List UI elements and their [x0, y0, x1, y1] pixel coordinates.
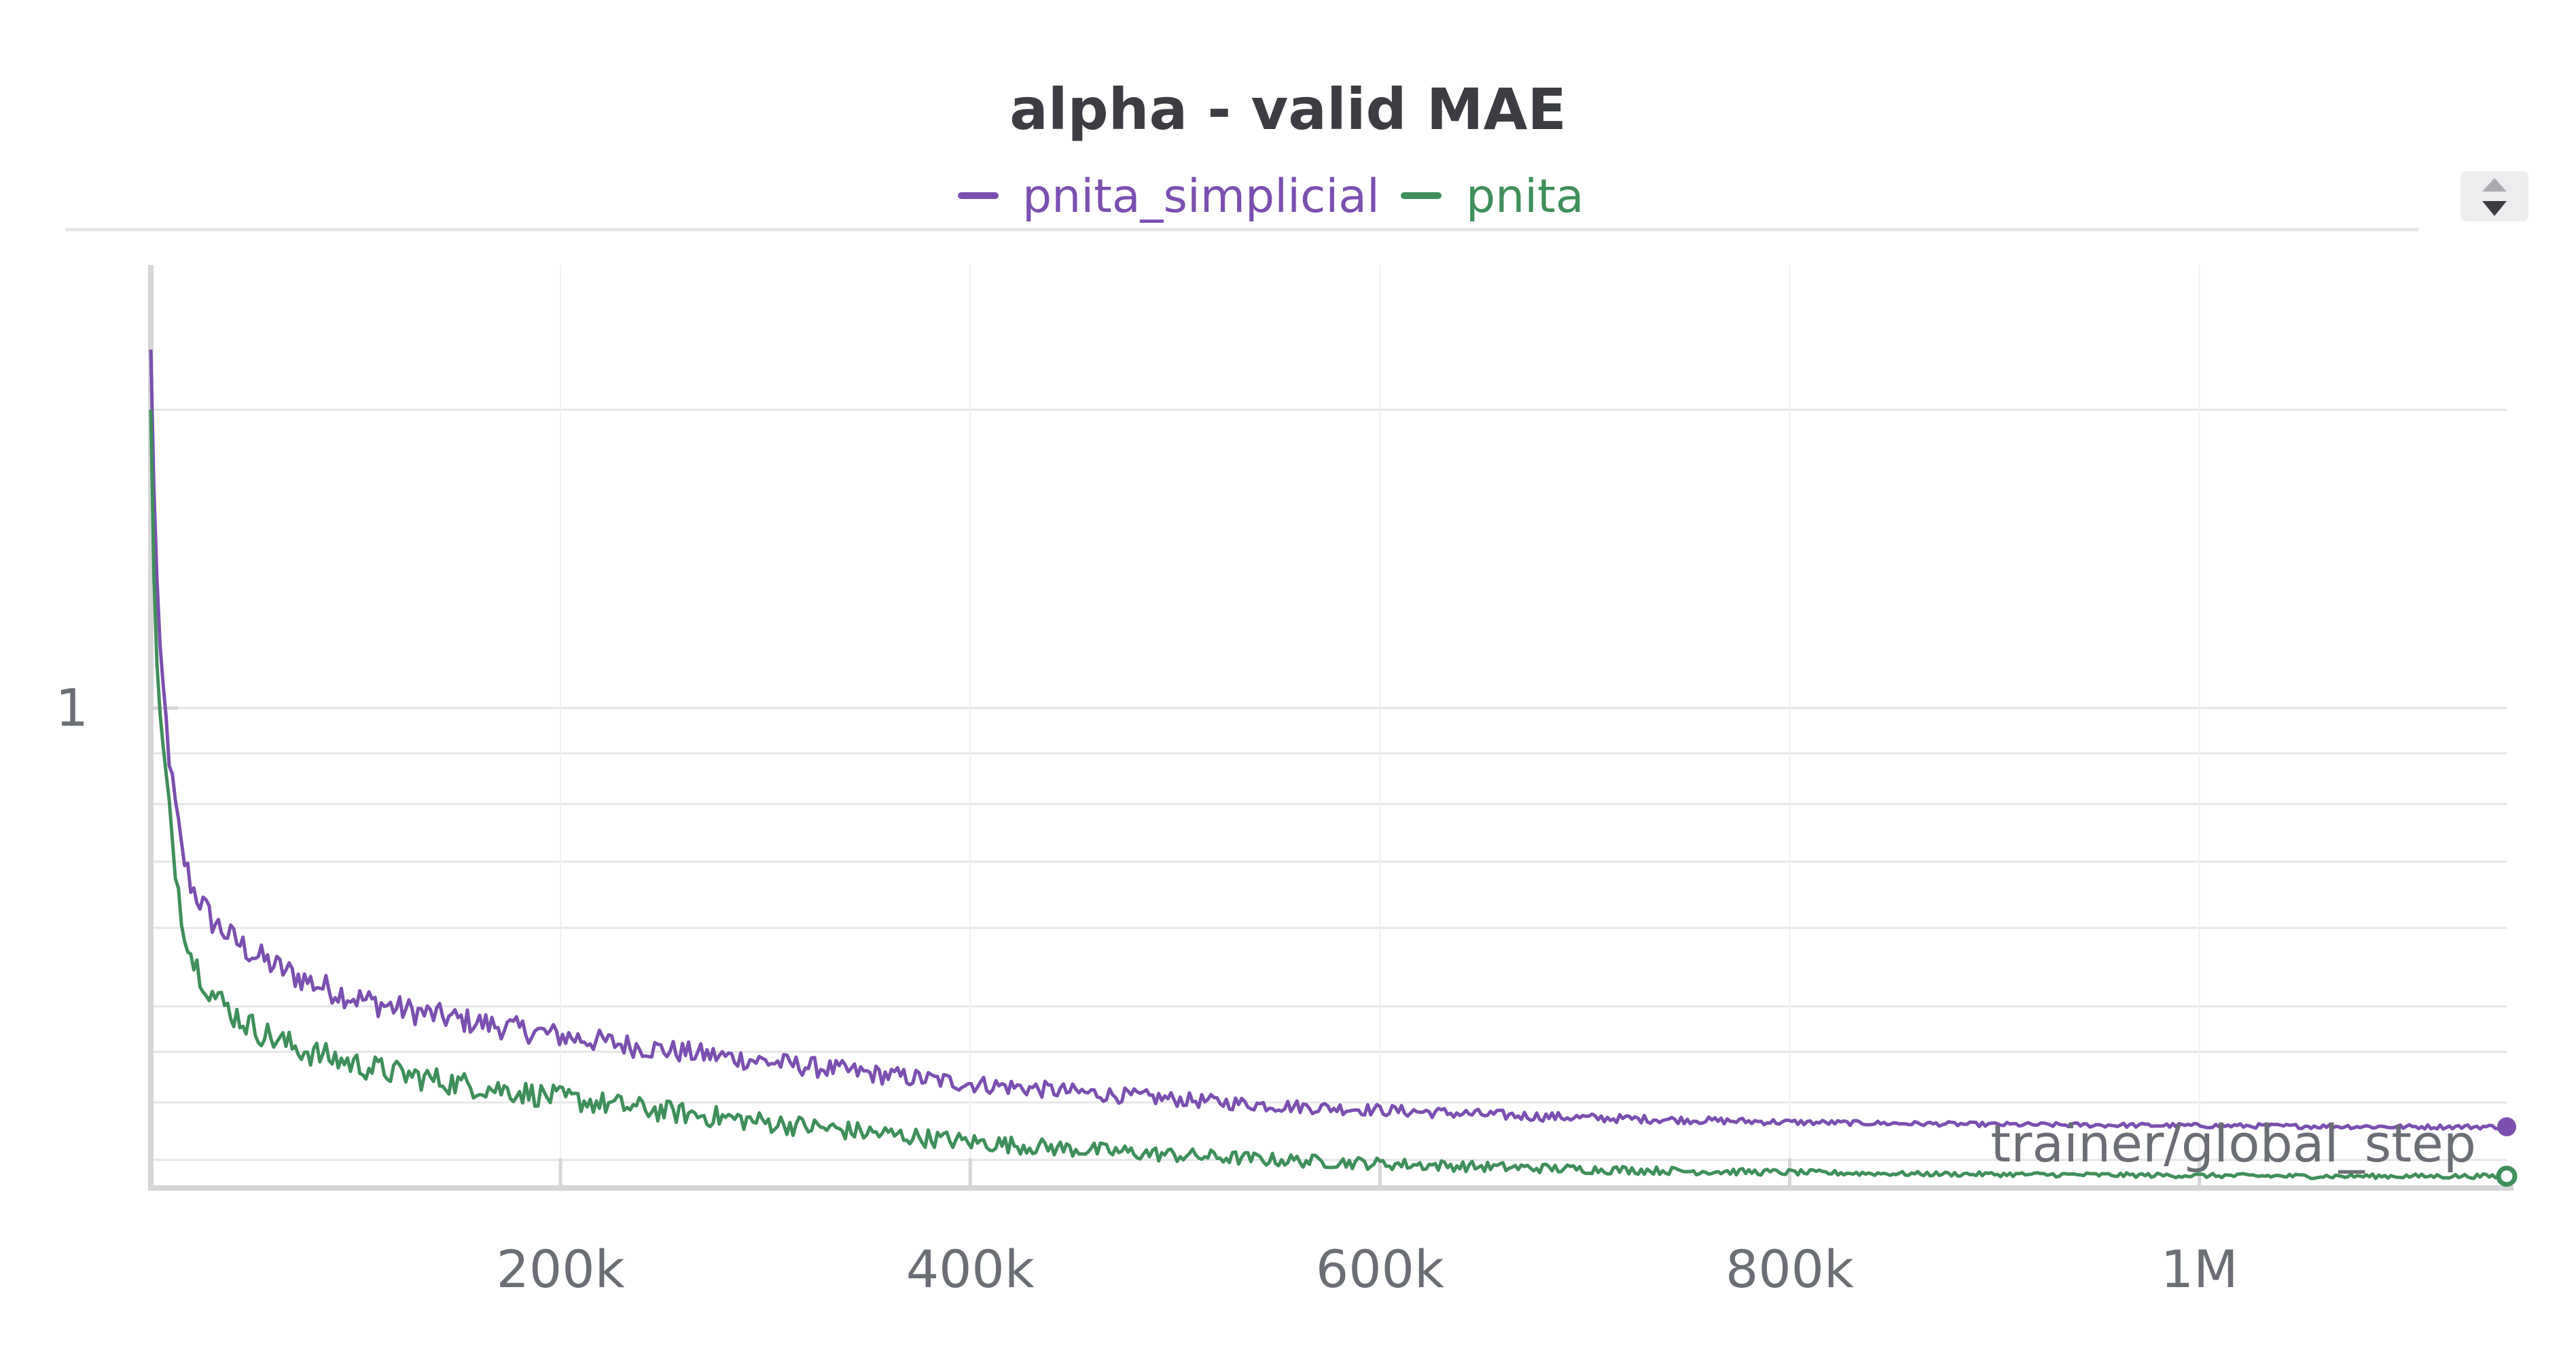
- legend-scroll-button[interactable]: [2461, 171, 2528, 221]
- tick-labels: 200k 400k 600k 800k 1M 1: [56, 677, 2238, 1299]
- x-tick-label: 200k: [497, 1239, 625, 1299]
- legend-swatch-pnita-simplicial: [958, 192, 999, 199]
- x-tick-label: 1M: [2161, 1239, 2238, 1299]
- series-lines: [149, 349, 2518, 1187]
- y-tick-label: 1: [56, 677, 88, 738]
- x-tick-label: 800k: [1725, 1239, 1854, 1299]
- x-tick-label: 600k: [1316, 1239, 1444, 1299]
- series-line-pnita-simplicial: [149, 349, 2506, 1131]
- grid-lines: [151, 265, 2507, 1185]
- series-end-marker-pnita-simplicial: [2497, 1117, 2516, 1136]
- x-axis-label: trainer/global_step: [1990, 1113, 2476, 1174]
- scroll-up-icon[interactable]: [2482, 178, 2507, 192]
- legend-scroll-control[interactable]: [2461, 171, 2528, 221]
- legend-label-pnita[interactable]: pnita: [1466, 170, 1584, 223]
- series-line-pnita: [149, 410, 2505, 1180]
- series-end-marker-pnita: [2496, 1166, 2518, 1187]
- x-tick-label: 400k: [906, 1239, 1035, 1299]
- scroll-down-icon[interactable]: [2482, 201, 2507, 216]
- legend-label-pnita-simplicial[interactable]: pnita_simplicial: [1022, 170, 1380, 223]
- legend-swatch-pnita: [1401, 192, 1442, 199]
- legend[interactable]: pnita_simplicial pnita: [958, 170, 1584, 223]
- chart-title: alpha - valid MAE: [1009, 76, 1567, 143]
